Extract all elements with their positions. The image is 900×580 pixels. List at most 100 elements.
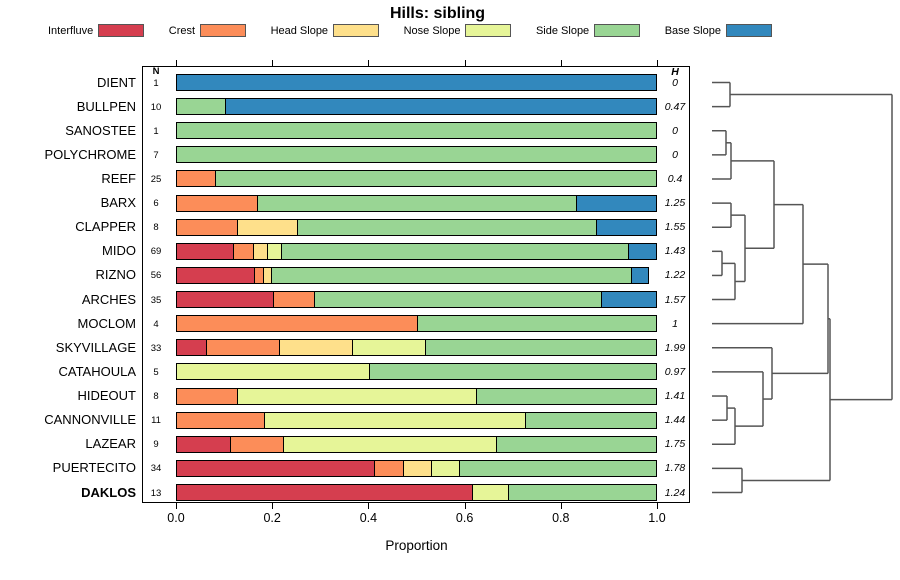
n-value: 10 <box>150 101 162 113</box>
row-label: BULLPEN <box>76 98 136 114</box>
row-label: BARX <box>100 195 136 211</box>
bar-segment-interfluve <box>177 292 273 308</box>
bar-segment-side_slope <box>177 99 225 115</box>
legend-swatch-base_slope <box>725 24 772 37</box>
h-column-header: H <box>671 66 679 78</box>
bar-segment-interfluve <box>177 243 233 259</box>
bar <box>176 411 657 429</box>
chart-title: Hills: sibling <box>389 5 486 22</box>
bar-segment-side_slope <box>271 267 631 283</box>
bar-segment-nose_slope <box>283 436 496 452</box>
bar <box>176 315 657 333</box>
n-value: 8 <box>153 222 159 234</box>
bar-segment-crest <box>254 267 263 283</box>
row-label: ARCHES <box>81 291 136 307</box>
bar-segment-side_slope <box>177 123 656 139</box>
bar <box>176 242 657 260</box>
h-value: 1.22 <box>664 269 686 282</box>
legend-label: Interfluve <box>48 24 94 37</box>
legend-swatch-head_slope <box>333 24 380 37</box>
legend-item: Crest <box>169 24 247 37</box>
x-tick-bottom <box>368 503 370 509</box>
bar-segment-base_slope <box>224 99 656 115</box>
legend-item: Head Slope <box>271 24 380 37</box>
n-value: 13 <box>150 487 162 499</box>
bar-segment-crest <box>177 171 216 187</box>
bar-segment-interfluve <box>177 340 207 356</box>
h-value: 1.78 <box>664 462 686 475</box>
bar-segment-nose_slope <box>351 340 425 356</box>
bar-segment-side_slope <box>525 412 656 428</box>
bar-segment-crest <box>177 412 265 428</box>
h-value: 1.55 <box>664 221 686 234</box>
legend-swatch-nose_slope <box>465 24 512 37</box>
bar-segment-crest <box>272 292 314 308</box>
legend-item: Nose Slope <box>404 24 512 37</box>
bar-segment-head_slope <box>236 219 297 235</box>
x-tick-top <box>657 60 658 66</box>
legend-item: Side Slope <box>536 24 641 37</box>
bar-segment-side_slope <box>177 147 656 163</box>
bar-segment-nose_slope <box>177 364 369 380</box>
bar <box>176 387 657 405</box>
bar-segment-head_slope <box>253 243 268 259</box>
h-value: 1.25 <box>664 197 686 210</box>
n-value: 4 <box>153 318 159 330</box>
h-value: 0 <box>672 76 678 89</box>
bar <box>176 459 657 477</box>
bar-segment-nose_slope <box>471 485 509 500</box>
legend-swatch-side_slope <box>594 24 641 37</box>
h-value: 0.4 <box>667 172 683 185</box>
h-value: 0.97 <box>664 365 686 378</box>
bar-segment-side_slope <box>368 364 656 380</box>
n-value: 33 <box>150 342 162 354</box>
x-tick-top <box>560 60 562 66</box>
row-label: PUERTECITO <box>52 460 136 476</box>
n-value: 5 <box>153 366 159 378</box>
legend-label: Nose Slope <box>403 24 461 37</box>
x-tick-label: 1.0 <box>648 511 666 525</box>
legend: Interfluve Crest Head Slope Nose Slope Side … <box>48 24 772 37</box>
bar-segment-crest <box>177 388 237 404</box>
h-value: 1 <box>672 317 678 330</box>
row-label: MIDO <box>102 243 136 259</box>
h-value: 1.44 <box>664 414 686 427</box>
bar <box>176 484 657 501</box>
row-label: SANOSTEE <box>65 122 136 138</box>
h-value: 1.57 <box>664 293 686 306</box>
bar <box>176 194 657 212</box>
bar-segment-interfluve <box>177 460 375 476</box>
h-value: 1.99 <box>664 341 686 354</box>
bar-segment-head_slope <box>402 460 431 476</box>
x-tick-bottom <box>176 503 177 509</box>
bar-segment-crest <box>206 340 280 356</box>
bar-segment-interfluve <box>177 485 472 500</box>
n-value: 35 <box>150 294 162 306</box>
row-label: RIZNO <box>95 267 136 283</box>
legend-label: Base Slope <box>664 24 721 37</box>
bar-segment-base_slope <box>601 292 656 308</box>
bar-segment-side_slope <box>495 436 656 452</box>
bar <box>176 435 657 453</box>
bar-segment-side_slope <box>459 460 656 476</box>
bar-segment-side_slope <box>508 485 656 500</box>
x-tick-top <box>464 60 466 66</box>
n-value: 69 <box>150 246 162 258</box>
n-value: 8 <box>153 391 159 403</box>
bar-segment-nose_slope <box>267 243 281 259</box>
row-label: MOCLOM <box>77 315 137 331</box>
legend-label: Head Slope <box>270 24 329 37</box>
bar-segment-crest <box>177 316 417 332</box>
n-value: 25 <box>150 173 162 185</box>
bar <box>176 218 657 236</box>
bar-segment-base_slope <box>628 243 656 259</box>
legend-swatch-crest <box>200 24 247 37</box>
bar-segment-side_slope <box>256 195 576 211</box>
n-value: 34 <box>150 463 162 475</box>
x-tick-label: 0.4 <box>359 511 378 525</box>
h-value: 1.43 <box>664 245 686 258</box>
n-column-header: N <box>152 66 160 77</box>
x-tick-bottom <box>272 503 274 509</box>
n-value: 7 <box>153 149 159 161</box>
